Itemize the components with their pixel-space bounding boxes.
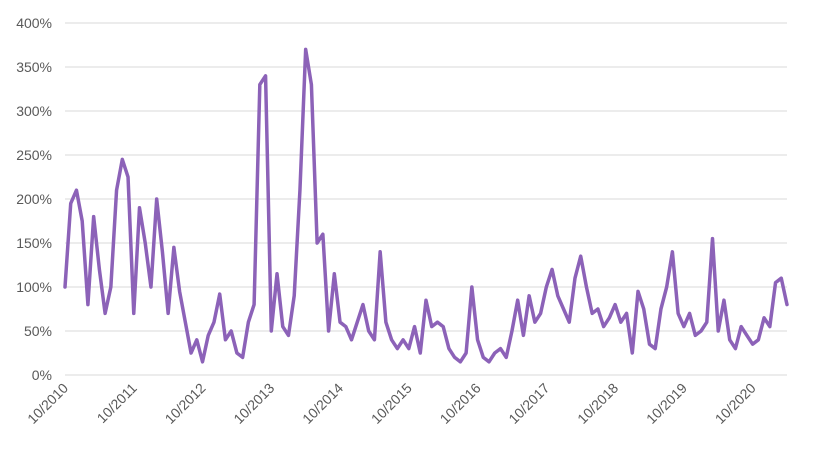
x-tick-label: 10/2014 [299, 380, 346, 427]
x-tick-label: 10/2019 [643, 380, 690, 427]
x-tick-label: 10/2013 [230, 380, 277, 427]
y-tick-label: 350% [16, 59, 52, 75]
y-tick-label: 300% [16, 103, 52, 119]
y-tick-label: 400% [16, 15, 52, 31]
x-tick-label: 10/2012 [162, 380, 209, 427]
x-tick-label: 10/2017 [505, 380, 552, 427]
series-group [63, 47, 789, 364]
x-tick-label: 10/2016 [437, 380, 484, 427]
y-tick-label: 250% [16, 147, 52, 163]
x-tick-label: 10/2010 [24, 380, 71, 427]
x-tick-label: 10/2018 [574, 380, 621, 427]
x-tick-label: 10/2020 [712, 380, 759, 427]
y-tick-label: 50% [24, 323, 52, 339]
x-tick-label: 10/2015 [368, 380, 415, 427]
y-tick-label: 100% [16, 279, 52, 295]
series-line [63, 47, 789, 364]
x-tick-label: 10/2011 [94, 380, 141, 427]
y-axis-tick-labels: 0% 50% 100% 150% 200% 250% 300% 350% 400% [16, 15, 52, 383]
y-tick-label: 200% [16, 191, 52, 207]
x-axis-tick-labels: 10/2010 10/2011 10/2012 10/2013 10/2014 10/20… [24, 380, 759, 427]
gridlines [65, 22, 787, 376]
y-tick-label: 0% [32, 367, 52, 383]
y-tick-label: 150% [16, 235, 52, 251]
